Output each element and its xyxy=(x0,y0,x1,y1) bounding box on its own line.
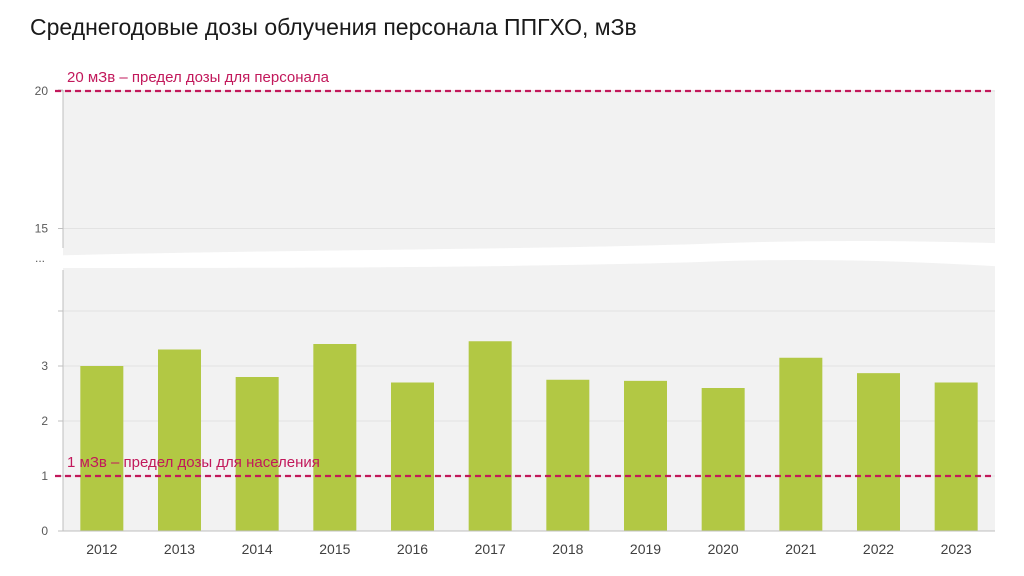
bar-2013 xyxy=(158,349,201,531)
x-tick-label: 2014 xyxy=(242,541,273,557)
x-tick-label: 2021 xyxy=(785,541,816,557)
bar-2019 xyxy=(624,380,667,531)
x-tick-label: 2012 xyxy=(86,541,117,557)
axis-break-band xyxy=(0,241,1024,268)
reference-label-20: 20 мЗв – предел дозы для персонала xyxy=(67,69,330,86)
bar-2015 xyxy=(313,344,357,531)
x-tick-label: 2018 xyxy=(552,541,583,557)
x-tick-label: 2023 xyxy=(941,541,972,557)
bar-2020 xyxy=(701,388,745,531)
reference-label-1: 1 мЗв – предел дозы для населения xyxy=(67,454,320,471)
bar-2021 xyxy=(779,357,823,531)
chart-title: Среднегодовые дозы облучения персонала П… xyxy=(30,14,637,40)
x-tick-label: 2019 xyxy=(630,541,661,557)
y-tick-label: 0 xyxy=(41,524,48,538)
y-tick-label: 20 xyxy=(35,84,49,98)
x-tick-label: 2022 xyxy=(863,541,894,557)
x-tick-label: 2017 xyxy=(475,541,506,557)
x-tick-label: 2020 xyxy=(708,541,739,557)
y-tick-label: 1 xyxy=(41,469,48,483)
axis-break-marker: ... xyxy=(35,251,45,265)
x-tick-label: 2015 xyxy=(319,541,350,557)
bar-2018 xyxy=(546,379,590,531)
y-tick-label: 15 xyxy=(35,222,49,236)
bar-2012 xyxy=(80,366,124,531)
bar-2017 xyxy=(468,341,512,531)
y-tick-label: 2 xyxy=(41,414,48,428)
y-tick-label: 3 xyxy=(41,359,48,373)
x-tick-label: 2013 xyxy=(164,541,195,557)
bar-2014 xyxy=(235,377,279,531)
bar-2023 xyxy=(934,382,978,531)
bar-2016 xyxy=(391,382,434,531)
x-tick-label: 2016 xyxy=(397,541,428,557)
bar-2022 xyxy=(857,373,900,531)
